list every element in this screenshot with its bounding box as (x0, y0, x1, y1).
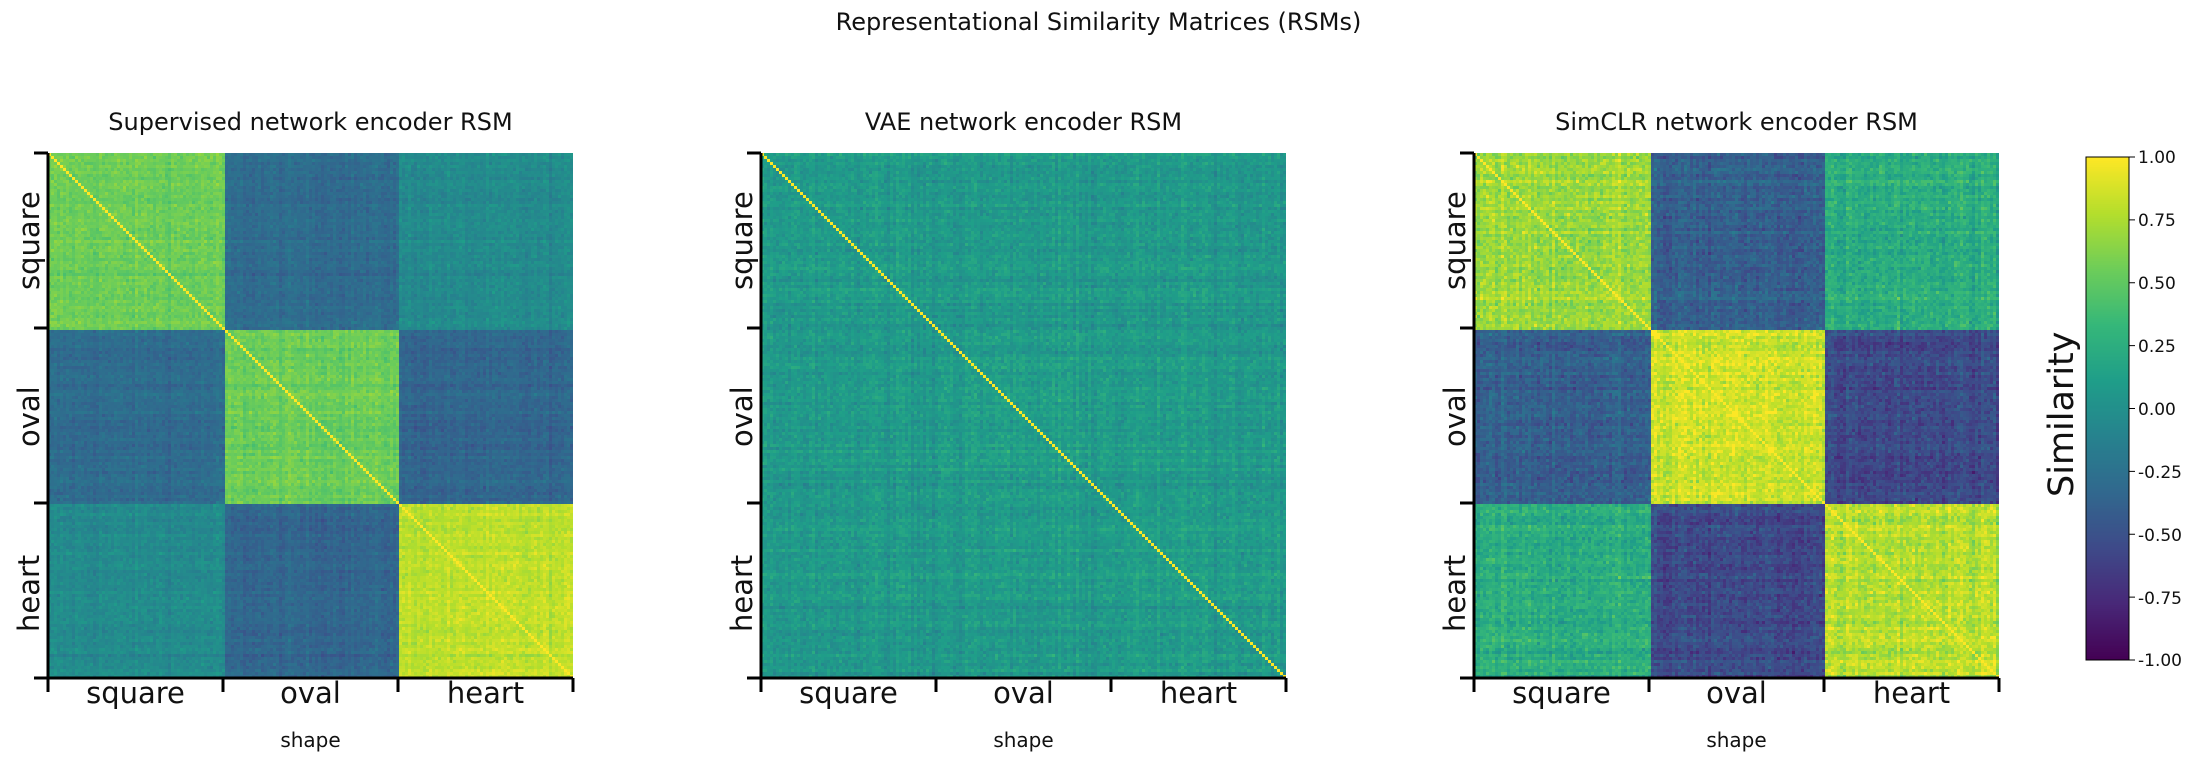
colorbar-tick-5: 0.00 (2138, 400, 2176, 420)
colorbar-tick-9: -1.00 (2138, 651, 2182, 671)
panel-title-vae: VAE network encoder RSM (864, 108, 1183, 136)
xtick-simclr-heart: heart (1872, 676, 1951, 710)
panel-title-simclr: SimCLR network encoder RSM (1555, 108, 1918, 136)
colorbar-tick-2: 0.75 (2138, 211, 2176, 231)
xtick-vae-square: square (799, 676, 898, 710)
xtick-vae-oval: oval (993, 676, 1054, 710)
ytick-vae-oval: oval (725, 386, 759, 447)
panel-title-supervised: Supervised network encoder RSM (108, 108, 513, 136)
ytick-simclr-oval: oval (1438, 386, 1472, 447)
colorbar-tick-8: -0.75 (2138, 589, 2182, 609)
xtick-supervised-oval: oval (280, 676, 341, 710)
xtick-simclr-square: square (1512, 676, 1611, 710)
colorbar-tick-7: -0.50 (2138, 526, 2182, 546)
heatmap-supervised (48, 153, 573, 678)
colorbar-outline (2085, 156, 2130, 661)
ytick-supervised-square: square (12, 191, 46, 290)
colorbar-label: Similarity (2042, 331, 2082, 497)
ytick-vae-square: square (725, 191, 759, 290)
colorbar-tick-4: 0.25 (2138, 337, 2176, 357)
heatmap-simclr (1474, 153, 1999, 678)
ytick-simclr-heart: heart (1438, 554, 1472, 632)
heatmap-vae (761, 153, 1286, 678)
ytick-vae-heart: heart (725, 554, 759, 632)
figure-title: Representational Similarity Matrices (RS… (835, 8, 1362, 36)
xtick-supervised-square: square (86, 676, 185, 710)
xlabel-vae: shape (993, 728, 1054, 752)
xlabel-supervised: shape (280, 728, 341, 752)
ytick-supervised-oval: oval (12, 386, 46, 447)
xtick-simclr-oval: oval (1706, 676, 1767, 710)
colorbar-tick-6: -0.25 (2138, 463, 2182, 483)
ytick-supervised-heart: heart (12, 554, 46, 632)
xlabel-simclr: shape (1706, 728, 1767, 752)
xtick-vae-heart: heart (1159, 676, 1238, 710)
colorbar-tick-1: 1.00 (2138, 148, 2176, 168)
colorbar-tick-3: 0.50 (2138, 274, 2176, 294)
ytick-simclr-square: square (1438, 191, 1472, 290)
xtick-supervised-heart: heart (446, 676, 525, 710)
colorbar (2086, 157, 2129, 660)
